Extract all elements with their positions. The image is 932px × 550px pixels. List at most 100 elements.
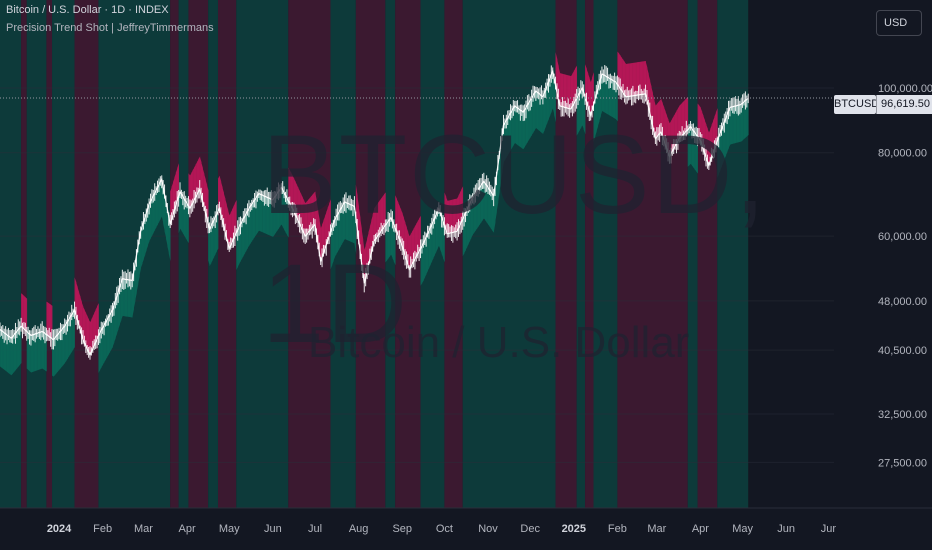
band-segment [46, 301, 49, 336]
band-segment [423, 240, 426, 281]
band-segment [533, 93, 535, 133]
band-segment [746, 97, 749, 137]
band-segment [153, 193, 156, 233]
band-segment [642, 61, 645, 95]
band-segment [478, 187, 480, 227]
band-segment [468, 203, 471, 244]
band-segment [414, 223, 417, 260]
band-segment [250, 204, 253, 244]
regime-bear [585, 0, 594, 508]
y-axis-panel [834, 0, 932, 550]
band-segment [191, 170, 194, 206]
band-segment [569, 75, 572, 110]
band-segment [258, 193, 261, 232]
band-segment [571, 73, 573, 110]
band-segment [156, 187, 158, 228]
band-segment [130, 280, 133, 318]
band-segment [281, 187, 284, 228]
band-segment [434, 214, 437, 256]
band-segment [476, 189, 479, 229]
band-segment [323, 216, 326, 254]
band-segment [675, 110, 677, 147]
regime-bear [555, 0, 577, 508]
band-segment [18, 327, 21, 367]
band-segment [634, 62, 637, 96]
price-line [0, 68, 749, 357]
band-segment [57, 332, 60, 372]
band-segment [73, 310, 75, 350]
trend-bands [0, 51, 749, 377]
band-segment [341, 204, 344, 245]
band-segment [35, 333, 37, 372]
band-segment [265, 196, 268, 235]
band-segment [310, 194, 313, 230]
x-tick-label: 2024 [47, 523, 72, 535]
band-segment [683, 99, 686, 135]
band-segment [385, 223, 388, 263]
x-tick-label: Jun [777, 523, 795, 535]
y-tick-label: 40,500.00 [878, 345, 927, 357]
band-segment [594, 94, 597, 137]
x-tick-label: Feb [93, 523, 112, 535]
x-tick-label: Apr [692, 523, 709, 535]
band-segment [527, 102, 530, 143]
band-segment [735, 105, 738, 144]
symbol-label: BTCUSD [834, 95, 879, 114]
band-segment [485, 183, 488, 223]
band-segment [603, 74, 606, 113]
band-segment [424, 237, 427, 278]
band-segment [1, 330, 4, 369]
band-segment [19, 326, 22, 365]
band-segment [450, 199, 452, 234]
band-segment [628, 63, 631, 97]
band-segment [382, 194, 385, 230]
band-segment [742, 101, 745, 141]
band-segment [347, 203, 350, 241]
y-tick-label: 100,000.00 [878, 83, 932, 95]
band-segment [36, 332, 39, 371]
band-segment [510, 110, 513, 151]
band-segment [398, 202, 400, 239]
x-tick-label: Oct [436, 523, 453, 535]
regime-bull [178, 0, 189, 508]
x-tick-label: Feb [608, 523, 627, 535]
band-segment [679, 104, 682, 139]
band-segment [305, 201, 307, 237]
band-segment [260, 194, 262, 232]
band-segment [308, 198, 310, 233]
band-segment [243, 216, 246, 256]
indicator-legend[interactable]: Precision Trend Shot | JeffreyTimmermans [6, 22, 214, 34]
band-segment [459, 189, 462, 226]
watermark-name: Bitcoin / U.S. Dollar [308, 318, 690, 367]
band-segment [85, 312, 88, 349]
band-segment [507, 115, 510, 155]
chart-title[interactable]: Bitcoin / U.S. Dollar · 1D · INDEX [6, 4, 169, 16]
band-segment [624, 61, 627, 97]
band-segment [288, 167, 291, 204]
band-segment [277, 191, 279, 231]
band-segment [516, 106, 518, 146]
band-segment [285, 195, 288, 235]
band-segment [127, 279, 130, 318]
band-segment [585, 64, 587, 102]
band-segment [395, 195, 398, 232]
x-tick-label: Jun [264, 523, 282, 535]
last-price-label: 96,619.50 [876, 95, 932, 114]
band-segment [732, 106, 735, 144]
band-segment [326, 207, 329, 245]
band-segment [210, 223, 213, 264]
regime-bull [717, 0, 749, 508]
band-segment [621, 57, 624, 93]
band-segment [348, 203, 351, 242]
band-segment [22, 294, 25, 329]
currency-button[interactable]: USD [876, 10, 922, 36]
band-segment [59, 331, 61, 370]
band-segment [42, 331, 44, 370]
band-segment [270, 198, 272, 237]
band-segment [610, 78, 613, 117]
band-segment [604, 75, 607, 114]
y-tick-label: 80,000.00 [878, 148, 927, 160]
band-segment [227, 209, 230, 249]
